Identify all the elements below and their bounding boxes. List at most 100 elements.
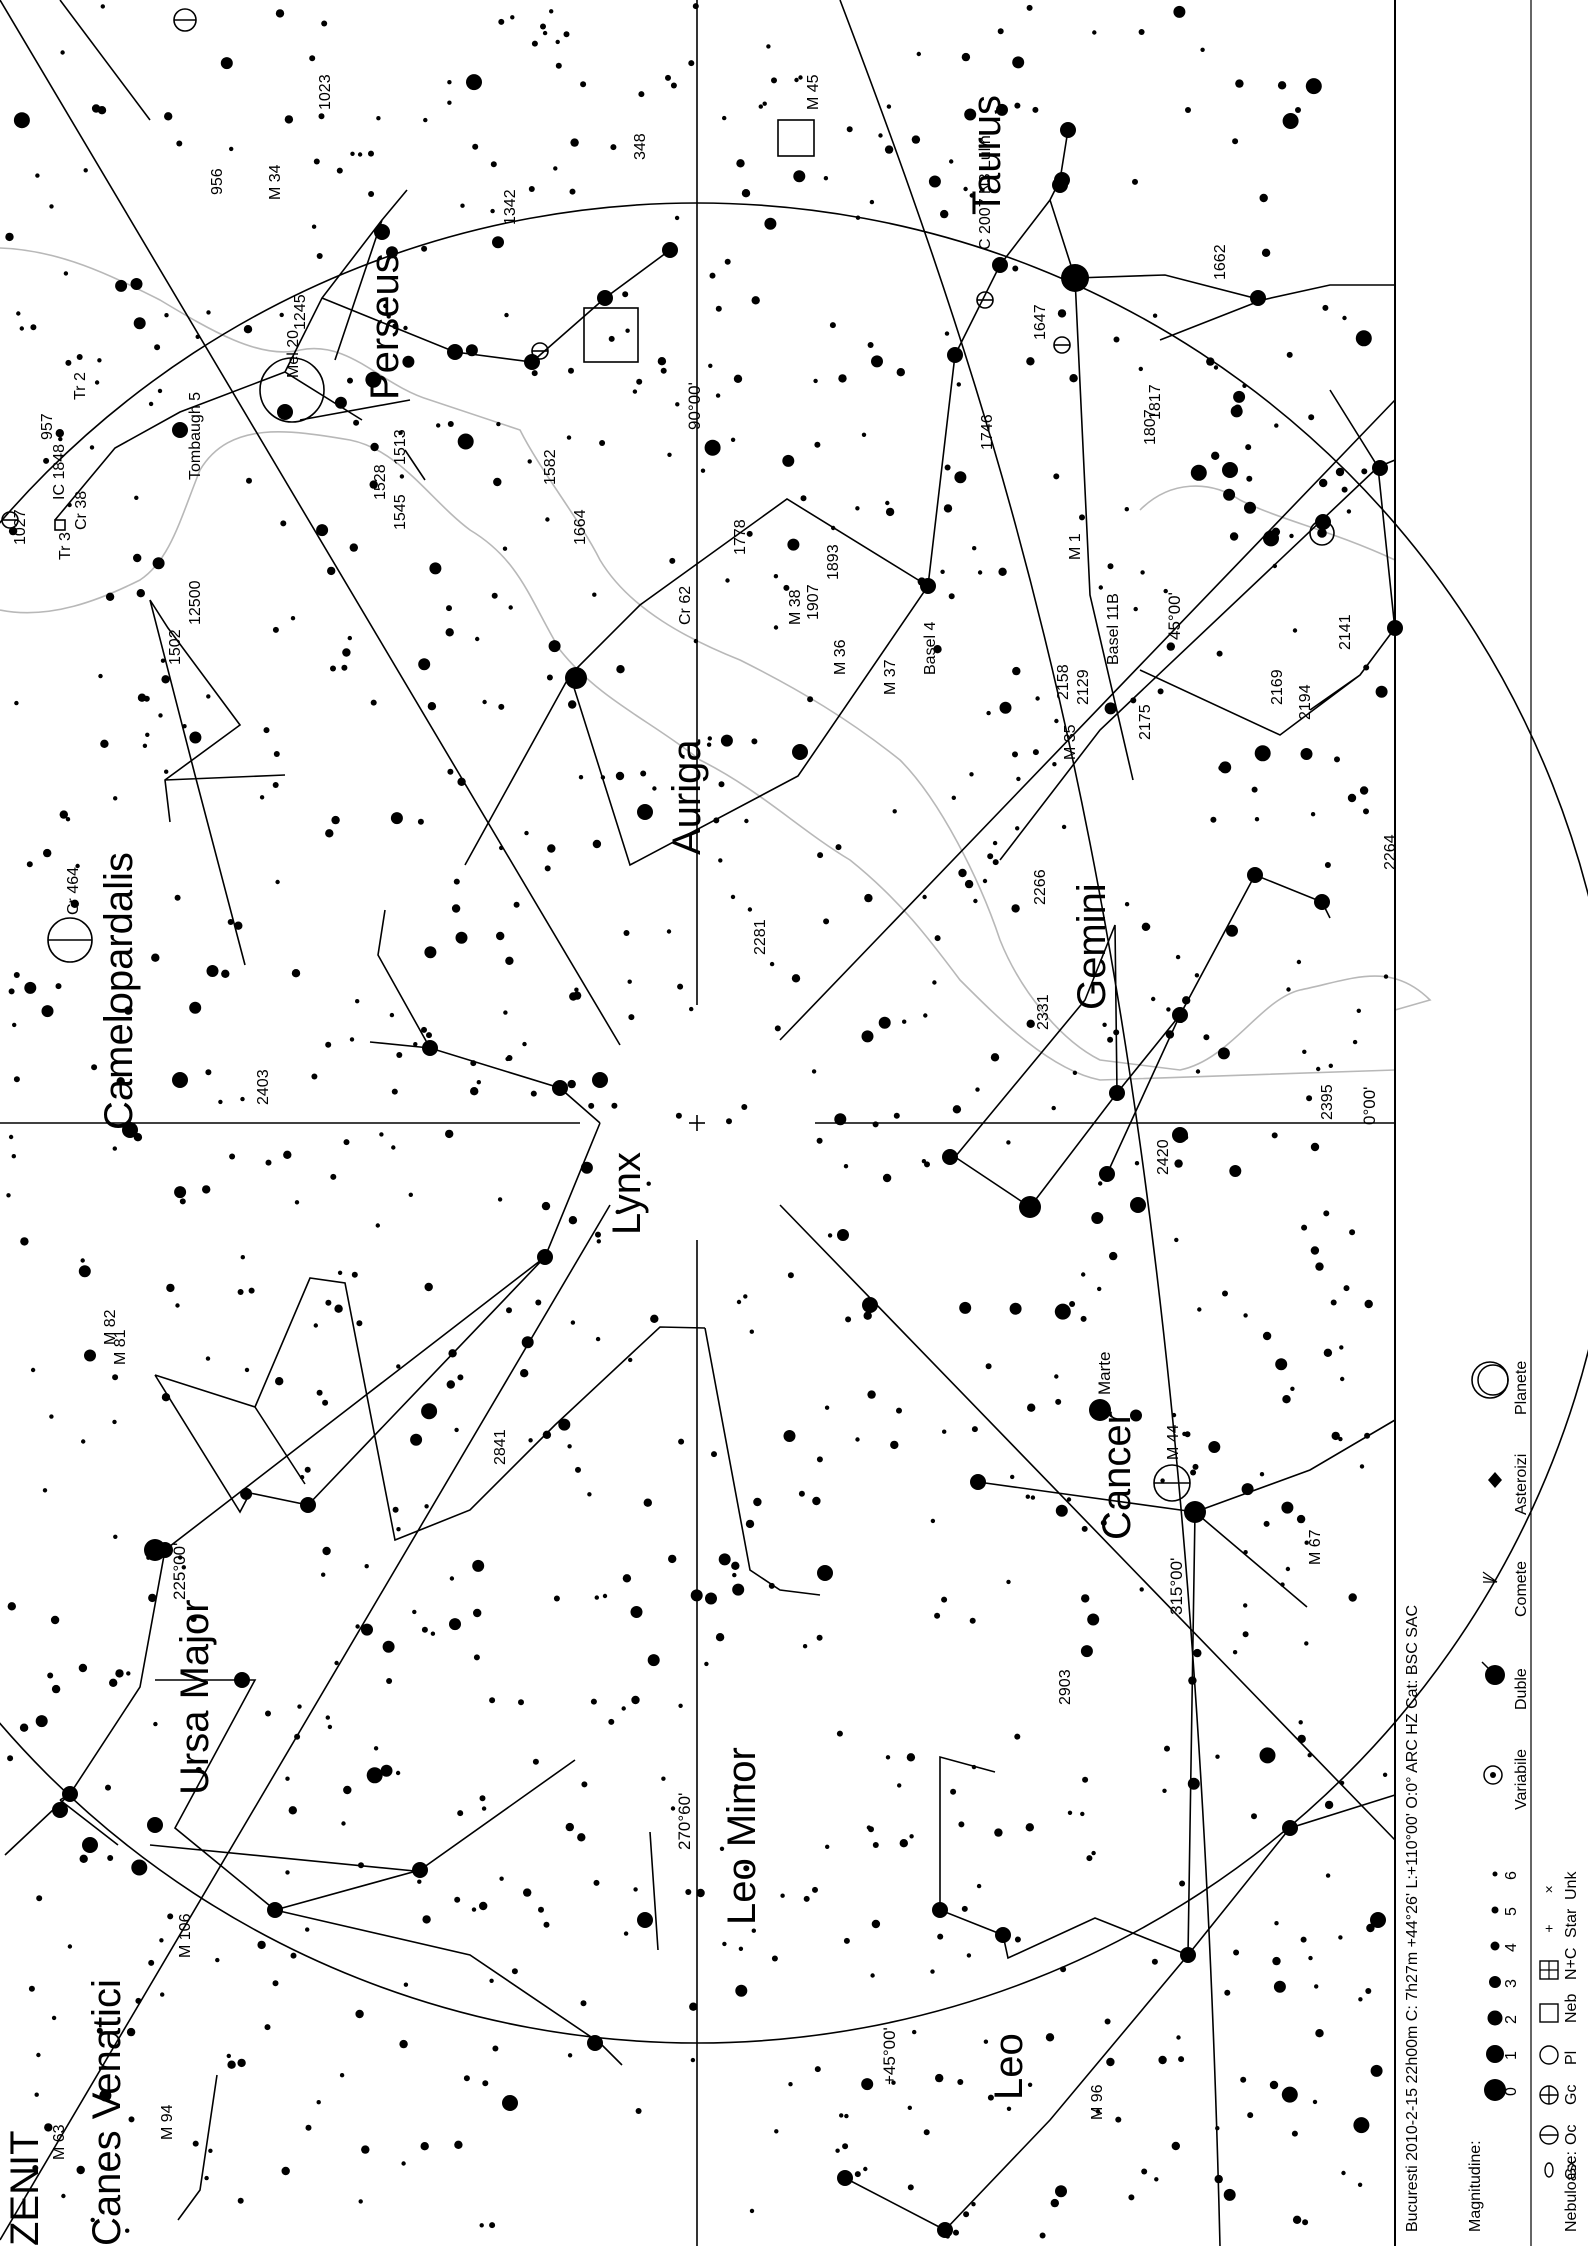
- star: [652, 786, 657, 791]
- star: [1308, 414, 1315, 421]
- star: [1184, 1501, 1206, 1523]
- star: [1307, 1753, 1312, 1758]
- star: [872, 1842, 879, 1848]
- star: [715, 1633, 725, 1642]
- star: [741, 189, 751, 198]
- nebula-label: Nebuloase:: [1563, 2151, 1580, 2232]
- star: [787, 1272, 794, 1279]
- star: [816, 1456, 823, 1463]
- star: [616, 665, 625, 674]
- star: [661, 1776, 666, 1781]
- star: [668, 1554, 677, 1564]
- star: [1069, 374, 1078, 383]
- star: [430, 1631, 436, 1636]
- star: [623, 930, 630, 936]
- star: [160, 658, 166, 663]
- star: [1269, 2080, 1279, 2090]
- star: [958, 868, 967, 878]
- star: [1305, 78, 1322, 95]
- star: [524, 830, 529, 836]
- legend-type-label: Duble: [1513, 1668, 1530, 1710]
- background-stars: [5, 3, 1389, 2239]
- star: [35, 1715, 48, 1728]
- constellation-label: Taurus: [965, 95, 1009, 215]
- star: [675, 402, 680, 407]
- star: [1079, 514, 1085, 521]
- star: [1302, 2219, 1309, 2226]
- star: [392, 323, 399, 330]
- magnitude-swatch: [1490, 1941, 1500, 1951]
- star: [424, 1282, 433, 1292]
- star: [369, 480, 378, 489]
- star: [665, 74, 671, 81]
- star: [709, 272, 716, 279]
- star: [532, 1758, 539, 1765]
- star: [749, 2208, 755, 2214]
- star: [421, 1626, 428, 1633]
- star: [590, 1698, 597, 1705]
- star: [192, 2140, 199, 2147]
- star: [547, 844, 556, 853]
- star: [505, 956, 514, 965]
- star: [159, 1938, 164, 1943]
- star: [1080, 1315, 1087, 1322]
- star: [518, 1699, 524, 1706]
- star: [1134, 1161, 1140, 1166]
- star: [637, 804, 653, 820]
- star: [1006, 1579, 1011, 1585]
- star: [1215, 1754, 1220, 1759]
- star: [1358, 1997, 1363, 2002]
- star: [1190, 1469, 1197, 1476]
- star: [290, 616, 296, 621]
- star: [730, 894, 736, 900]
- star: [457, 1810, 464, 1817]
- star: [1030, 1495, 1036, 1500]
- star: [992, 840, 998, 846]
- star: [175, 1303, 180, 1308]
- star: [189, 1001, 202, 1014]
- dso-label: 12500: [187, 580, 204, 625]
- nebula-type-label: Gc: [1563, 2085, 1580, 2105]
- star: [508, 605, 513, 610]
- star: [831, 525, 836, 531]
- star: [30, 324, 37, 331]
- bright-stars: [52, 122, 1403, 2238]
- star: [635, 2108, 642, 2114]
- star: [157, 388, 163, 394]
- star: [81, 1439, 86, 1444]
- star: [1006, 2106, 1012, 2111]
- star: [50, 1615, 60, 1625]
- star: [1242, 1631, 1249, 1638]
- star: [1341, 486, 1348, 493]
- star: [392, 1506, 399, 1513]
- star: [1163, 588, 1168, 594]
- star: [1107, 563, 1114, 570]
- star: [732, 1583, 745, 1596]
- star: [78, 1663, 88, 1673]
- star: [402, 355, 415, 368]
- star: [1216, 650, 1223, 657]
- star: [998, 567, 1007, 576]
- star: [675, 1112, 682, 1119]
- star: [1025, 1494, 1031, 1499]
- star: [1282, 113, 1299, 129]
- star: [855, 506, 860, 511]
- star: [1306, 1095, 1313, 1102]
- star: [907, 2184, 914, 2191]
- star: [741, 1104, 748, 1110]
- star: [510, 15, 515, 20]
- star: [1286, 351, 1293, 358]
- star: [234, 1672, 250, 1688]
- star: [472, 143, 479, 150]
- star: [1223, 488, 1236, 501]
- magnitude-swatch: [1492, 1871, 1498, 1877]
- star: [334, 1660, 339, 1666]
- star: [1214, 2174, 1223, 2184]
- star: [379, 1132, 384, 1137]
- star: [1174, 1237, 1179, 1243]
- star: [1338, 1436, 1343, 1442]
- star: [403, 1982, 409, 1987]
- star: [610, 144, 617, 151]
- star: [1081, 1525, 1088, 1532]
- star: [1240, 2076, 1247, 2083]
